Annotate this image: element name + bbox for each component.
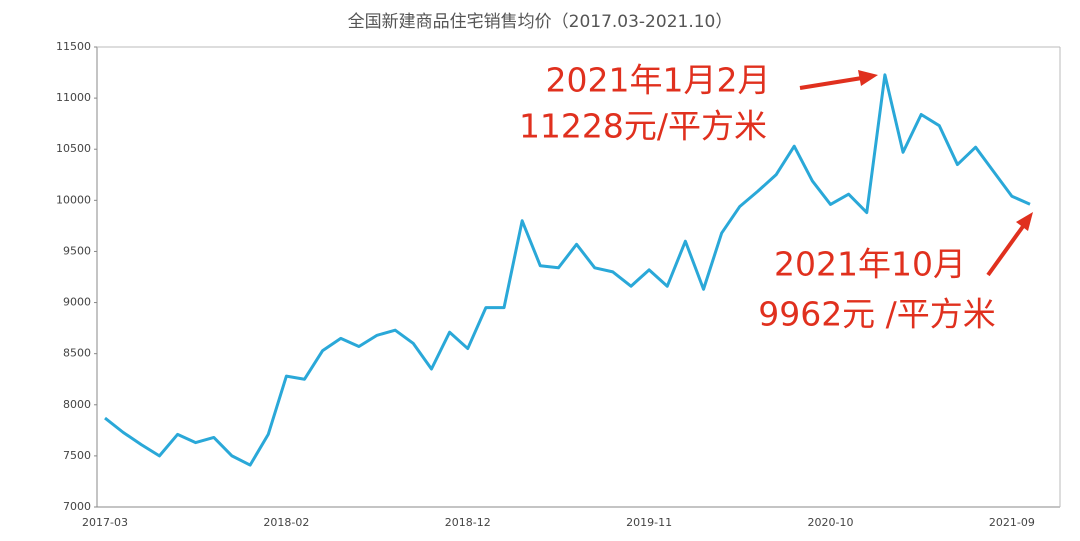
y-tick-label: 9500: [63, 244, 91, 257]
x-tick-label: 2018-02: [263, 516, 309, 529]
annotation: 9962元 /平方米: [758, 295, 996, 334]
y-tick-label: 8500: [63, 347, 91, 360]
y-tick-label: 11500: [56, 40, 91, 53]
y-tick-label: 7000: [63, 500, 91, 513]
chart-title: 全国新建商品住宅销售均价（2017.03-2021.10）: [348, 12, 733, 32]
x-tick-label: 2017-03: [82, 516, 128, 529]
x-tick-label: 2021-09: [989, 516, 1035, 529]
annotation-arrow: [799, 70, 878, 90]
x-tick-label: 2018-12: [445, 516, 491, 529]
y-tick-label: 9000: [63, 296, 91, 309]
annotation: 11228元/平方米: [519, 107, 767, 146]
data-line: [104, 73, 1031, 467]
y-tick-label: 7500: [63, 449, 91, 462]
annotation-arrow: [986, 212, 1033, 277]
y-tick-label: 11000: [56, 91, 91, 104]
y-tick-label: 8000: [63, 398, 91, 411]
annotation: 2021年10月: [774, 245, 966, 284]
y-tick-label: 10500: [56, 142, 91, 155]
annotation: 2021年1月2月: [546, 61, 771, 100]
x-tick-label: 2020-10: [808, 516, 854, 529]
y-tick-label: 10000: [56, 193, 91, 206]
x-tick-label: 2019-11: [626, 516, 672, 529]
